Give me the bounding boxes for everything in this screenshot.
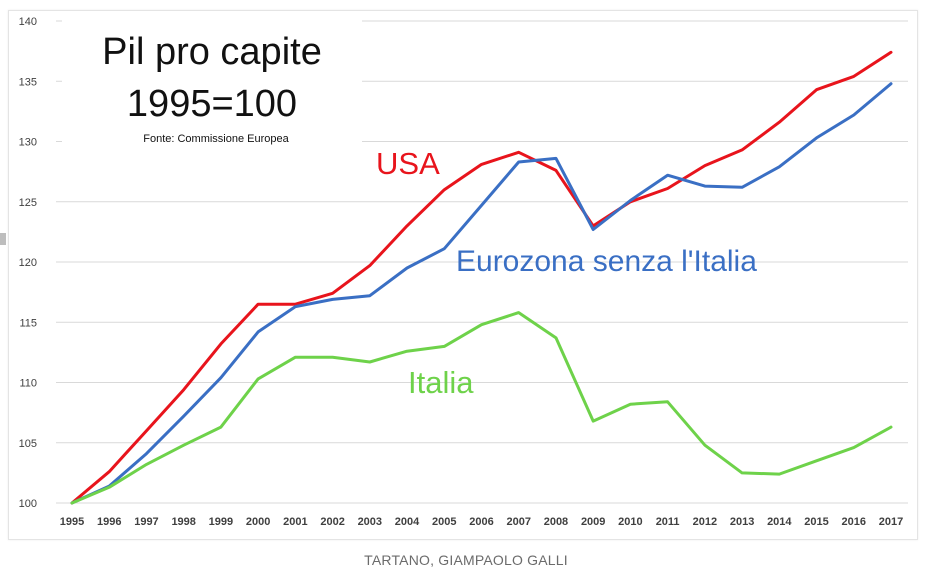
x-tick-label: 2006 [469,516,493,528]
y-tick-label: 135 [19,76,37,88]
series-line-2 [70,311,893,505]
x-tick-label: 2011 [656,516,680,528]
x-tick-label: 2000 [246,516,270,528]
x-tick-label: 1999 [209,516,233,528]
x-tick-label: 2008 [544,516,568,528]
x-tick-label: 2015 [804,516,828,528]
x-tick-label: 1997 [134,516,158,528]
x-tick-label: 2004 [395,516,420,528]
x-tick-label: 1998 [171,516,195,528]
y-tick-label: 115 [19,317,37,329]
x-tick-label: 2001 [283,516,307,528]
series-lines [70,50,893,505]
y-axis-ticks: 100 105 110 115 120 125 130 135 140 [19,16,37,510]
x-tick-label: 1995 [60,516,84,528]
y-tick-label: 120 [19,257,37,269]
x-tick-label: 2007 [506,516,530,528]
x-tick-label: 2016 [842,516,866,528]
x-tick-label: 2017 [879,516,903,528]
y-tick-label: 110 [19,378,37,390]
y-tick-label: 100 [19,498,37,510]
series-line-1 [70,82,893,505]
y-tick-label: 140 [19,16,37,28]
series-label-eurozona: Eurozona senza l'Italia [456,245,757,278]
x-tick-label: 2002 [320,516,344,528]
title-background [62,18,362,154]
x-axis-ticks: 1995 1996 1997 1998 1999 2000 2001 2002 2003 2004… [60,516,903,528]
x-tick-label: 2009 [581,516,605,528]
image-caption: TARTANO, GIAMPAOLO GALLI [364,552,568,568]
chart-title: Pil pro capite [102,31,322,73]
y-tick-label: 130 [19,137,37,149]
x-tick-label: 2012 [693,516,717,528]
y-tick-label: 105 [19,438,37,450]
title-block: Pil pro capite 1995=100 Fonte: Commissio… [62,18,362,154]
y-tick-label: 125 [19,197,37,209]
series-label-italia: Italia [408,365,474,400]
x-tick-label: 2013 [730,516,754,528]
series-label-usa: USA [376,146,440,181]
x-tick-label: 2005 [432,516,456,528]
source-note: Fonte: Commissione Europea [143,133,289,145]
x-tick-label: 1996 [97,516,121,528]
x-tick-label: 2010 [618,516,642,528]
x-tick-label: 2014 [767,516,792,528]
side-marker [0,233,6,245]
series-line-0 [70,50,893,505]
chart-subtitle: 1995=100 [127,83,297,125]
x-tick-label: 2003 [358,516,382,528]
